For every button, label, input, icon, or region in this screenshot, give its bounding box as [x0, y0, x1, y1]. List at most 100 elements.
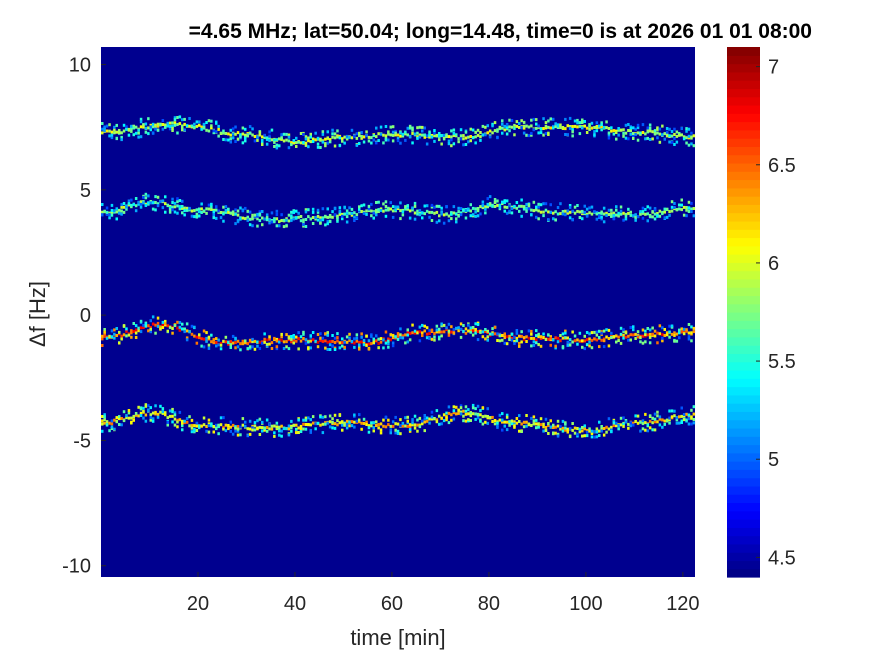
- x-tick-label: 20: [187, 593, 209, 615]
- heatmap-cell: [139, 330, 143, 334]
- heatmap-cell: [568, 125, 572, 128]
- heatmap-cell: [355, 339, 359, 343]
- heatmap-cell: [302, 141, 305, 144]
- heatmap-cell: [690, 142, 693, 146]
- heatmap-cell: [588, 332, 591, 336]
- heatmap-cell: [605, 328, 608, 332]
- heatmap-cell: [151, 315, 155, 319]
- heatmap-cell: [559, 202, 562, 206]
- heatmap-cell: [508, 118, 511, 122]
- heatmap-cell: [624, 420, 628, 424]
- heatmap-cell: [217, 338, 220, 342]
- heatmap-cell: [513, 425, 516, 429]
- heatmap-cell: [496, 129, 499, 133]
- heatmap-cell: [144, 404, 148, 408]
- heatmap-cell: [130, 331, 133, 335]
- heatmap-cell: [302, 133, 305, 136]
- heatmap-cell: [464, 419, 468, 423]
- heatmap-cell: [156, 204, 160, 208]
- heatmap-cell: [139, 326, 143, 330]
- heatmap-cell: [544, 417, 548, 421]
- heatmap-cell: [518, 344, 521, 348]
- heatmap-cell: [205, 128, 208, 132]
- heatmap-cell: [168, 206, 172, 210]
- heatmap-cell: [622, 424, 625, 428]
- heatmap-cell: [593, 130, 596, 134]
- heatmap-cell: [571, 428, 574, 432]
- heatmap-cell: [134, 331, 138, 335]
- heatmap-cell: [629, 333, 632, 337]
- heatmap-cell: [581, 434, 584, 438]
- heatmap-cell: [396, 432, 400, 435]
- heatmap-cell: [471, 403, 475, 407]
- heatmap-cell: [404, 205, 407, 209]
- heatmap-cell: [537, 343, 540, 347]
- heatmap-cell: [513, 422, 516, 426]
- heatmap-cell: [467, 329, 470, 333]
- colorbar-swatch: [727, 80, 760, 90]
- heatmap-cell: [110, 209, 114, 212]
- heatmap-cell: [246, 342, 249, 346]
- heatmap-cell: [282, 139, 286, 143]
- heatmap-cell: [338, 414, 342, 417]
- heatmap-cell: [571, 330, 574, 334]
- heatmap-cell: [101, 422, 104, 426]
- heatmap-cell: [161, 410, 165, 414]
- heatmap-cell: [161, 320, 165, 324]
- heatmap-cell: [372, 211, 375, 215]
- heatmap-cell: [154, 404, 157, 408]
- heatmap-cell: [144, 126, 148, 130]
- heatmap-cell: [544, 338, 548, 341]
- heatmap-cell: [484, 205, 487, 209]
- heatmap-cell: [430, 135, 434, 139]
- heatmap-cell: [367, 204, 371, 208]
- heatmap-cell: [411, 141, 414, 145]
- heatmap-cell: [413, 426, 417, 430]
- heatmap-cell: [442, 330, 446, 334]
- heatmap-cell: [105, 213, 109, 216]
- heatmap-cell: [222, 205, 225, 209]
- heatmap-cell: [406, 133, 409, 137]
- heatmap-cell: [304, 225, 308, 228]
- heatmap-cell: [598, 211, 601, 215]
- heatmap-cell: [510, 419, 514, 423]
- heatmap-cell: [171, 208, 174, 212]
- heatmap-cell: [190, 124, 194, 128]
- heatmap-cell: [646, 327, 649, 330]
- heatmap-cell: [476, 207, 480, 210]
- heatmap-cell: [690, 201, 693, 205]
- heatmap-cell: [309, 429, 312, 432]
- heatmap-cell: [115, 123, 118, 127]
- heatmap-cell: [241, 216, 245, 220]
- heatmap-cell: [280, 429, 283, 433]
- heatmap-cell: [375, 135, 378, 139]
- heatmap-cell: [217, 432, 220, 436]
- heatmap-cell: [559, 334, 562, 337]
- heatmap-cell: [316, 145, 320, 149]
- heatmap-cell: [464, 409, 468, 413]
- heatmap-cell: [406, 340, 409, 344]
- heatmap-cell: [522, 124, 526, 128]
- heatmap-cell: [212, 425, 215, 429]
- heatmap-cell: [394, 422, 397, 426]
- heatmap-cell: [593, 435, 596, 439]
- heatmap-cell: [234, 336, 237, 340]
- heatmap-cell: [452, 128, 456, 132]
- heatmap-cell: [125, 127, 128, 131]
- heatmap-cell: [120, 131, 123, 135]
- heatmap-cell: [161, 411, 165, 415]
- heatmap-cell: [261, 420, 264, 424]
- heatmap-cell: [324, 415, 327, 419]
- heatmap-cell: [101, 344, 104, 347]
- heatmap-cell: [353, 420, 356, 424]
- heatmap-cell: [573, 426, 577, 430]
- heatmap-cell: [561, 212, 565, 216]
- heatmap-cell: [375, 210, 378, 214]
- heatmap-cell: [236, 427, 240, 431]
- heatmap-cell: [559, 126, 562, 129]
- heatmap-cell: [658, 324, 662, 328]
- heatmap-cell: [629, 132, 632, 136]
- heatmap-cell: [382, 209, 385, 213]
- heatmap-cell: [311, 140, 315, 143]
- heatmap-cell: [406, 204, 409, 208]
